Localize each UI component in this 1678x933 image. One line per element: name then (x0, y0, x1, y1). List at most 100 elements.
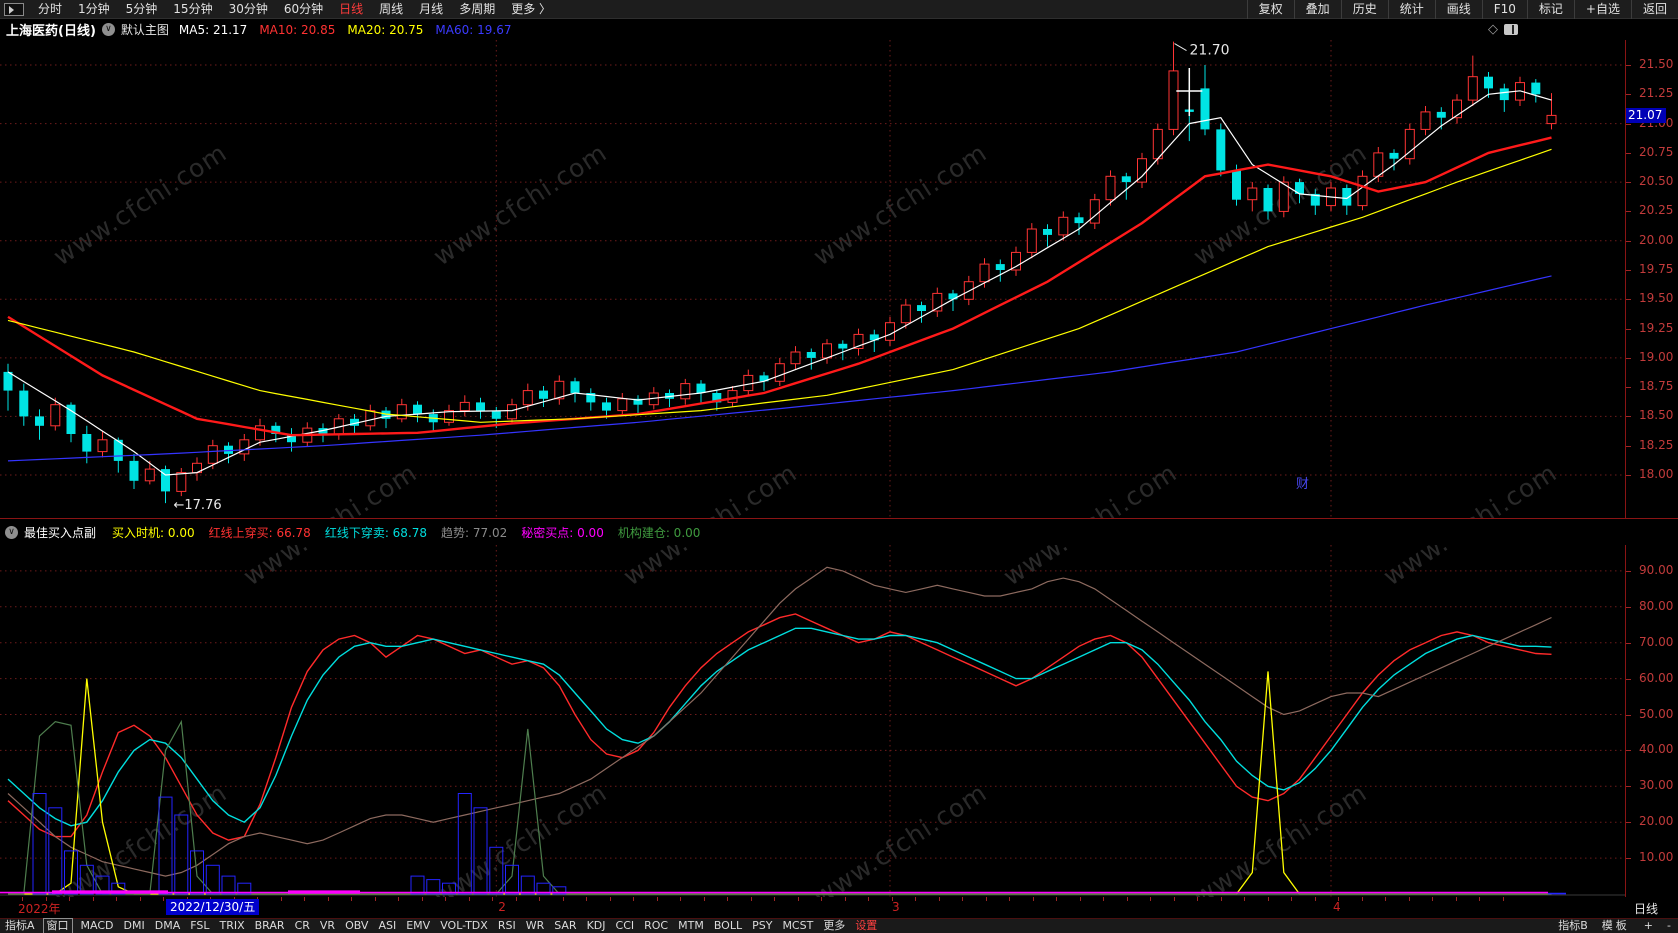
toolbar-button-叠加[interactable]: 叠加 (1293, 0, 1341, 19)
ma-readouts: MA5: 21.17 MA10: 20.85 MA20: 20.75 MA60: 19… (179, 23, 524, 37)
indicator-axis-label: 50.00 (1639, 706, 1674, 721)
price-axis-label: 19.75 (1639, 262, 1674, 276)
price-axis-label: 20.50 (1639, 174, 1674, 189)
indicator-axis-label: 60.00 (1639, 670, 1674, 685)
indicator-tab-ROC[interactable]: ROC (644, 919, 669, 932)
indicator-axis-label: 80.00 (1639, 598, 1674, 613)
toolbar-button-统计[interactable]: 统计 (1387, 0, 1435, 19)
price-axis-label: 18.50 (1639, 408, 1674, 423)
indicator-tab-CCI[interactable]: CCI (615, 919, 635, 932)
indicator-tab-DMI[interactable]: DMI (123, 919, 145, 932)
split-window-icon[interactable] (1504, 24, 1518, 35)
month-tick-4: 4 (1333, 900, 1341, 914)
month-tick-3: 3 (892, 900, 900, 914)
indicator-tab-WR[interactable]: WR (525, 919, 545, 932)
date-axis-row[interactable]: 2022年 2022/12/30/五 2 3 4 日线 (0, 897, 1678, 918)
chevron-down-icon[interactable]: ∨ (101, 23, 115, 36)
indicator-field-机构建仓: 机构建仓: 0.00 (617, 525, 701, 540)
toolbar-button-+自选[interactable]: +自选 (1573, 0, 1631, 19)
indicator-axis-label: 10.00 (1639, 850, 1674, 865)
indicator-tab-MCST[interactable]: MCST (782, 919, 814, 932)
top-toolbar: 分时 1分钟 5分钟 15分钟 30分钟 60分钟 日线 周线 月线 多周期 更多 〉 复权 叠加 历史… (0, 0, 1678, 19)
indicator-tab-EMV[interactable]: EMV (406, 919, 431, 932)
chevron-down-icon[interactable]: ∨ (5, 525, 18, 539)
svg-text:←17.76: ←17.76 (174, 498, 222, 513)
toolbar-button-画线[interactable]: 画线 (1434, 0, 1482, 19)
period-tab-周线[interactable]: 周线 (379, 1, 404, 16)
price-axis-label: 18.25 (1639, 437, 1674, 452)
period-tab-30分钟[interactable]: 30分钟 (228, 1, 268, 16)
indicator-tab-MACD[interactable]: MACD (80, 919, 114, 932)
year-label: 2022年 (18, 902, 61, 916)
bottom-right-模板[interactable]: 模板 (1601, 919, 1630, 932)
svg-text:财: 财 (1296, 477, 1309, 492)
period-tabs: 分时 1分钟 5分钟 15分钟 30分钟 60分钟 日线 周线 月线 多周期 更多 〉 (30, 0, 559, 19)
price-axis-label: 21.25 (1639, 86, 1674, 101)
bottom-toolbar: 指标A 窗口 MACD DMI DMA FSL TRIX BRAR CR VR OBV ASI EMV V… (0, 918, 1678, 933)
indicator-tab-KDJ[interactable]: KDJ (586, 919, 606, 932)
period-tab-多周期[interactable]: 多周期 (459, 1, 496, 16)
bottom-right-+[interactable]: + (1643, 919, 1654, 932)
indicator-field-红线下穿卖: 红线下穿卖: 68.78 (324, 525, 428, 540)
indicator-tab-设置[interactable]: 设置 (855, 919, 878, 932)
bottom-right-指标B[interactable]: 指标B (1558, 919, 1588, 932)
indicator-tab-OBV[interactable]: OBV (345, 919, 369, 932)
indicator-name[interactable]: 最佳买入点副 (24, 525, 97, 540)
indicator-tab-BRAR[interactable]: BRAR (254, 919, 285, 932)
indicator-chart[interactable] (0, 545, 1625, 897)
period-tab-5分钟[interactable]: 5分钟 (125, 1, 158, 16)
bottom-right--[interactable]: - (1667, 919, 1671, 932)
price-axis-label: 21.50 (1639, 57, 1674, 71)
symbol-title: 上海医药(日线) (6, 24, 96, 39)
price-axis-label: 18.75 (1639, 379, 1674, 394)
indicator-tab-窗口[interactable]: 窗口 (42, 918, 73, 933)
price-axis-label: 19.50 (1639, 291, 1674, 306)
indicator-readouts: 买入时机: 0.00 红线上穿买: 66.78 红线下穿卖: 68.78 趋势: 77… (112, 524, 714, 541)
main-candlestick-chart[interactable]: 21.70 ←17.76 财 (0, 40, 1625, 518)
more-periods-button[interactable]: 更多 〉 (511, 1, 552, 16)
indicator-tab-PSY[interactable]: PSY (752, 919, 773, 932)
period-tab-1分钟[interactable]: 1分钟 (78, 1, 110, 16)
diamond-icon[interactable]: ◇ (1488, 22, 1498, 37)
toolbar-right-buttons: 复权 叠加 历史 统计 画线 F10 标记 +自选 返回 (1246, 0, 1678, 19)
period-tab-日线[interactable]: 日线 (339, 1, 364, 16)
price-axis-label: 20.75 (1639, 144, 1674, 159)
indicator-tab-DMA[interactable]: DMA (154, 919, 181, 932)
toolbar-button-复权[interactable]: 复权 (1246, 0, 1294, 19)
period-tab-60分钟[interactable]: 60分钟 (283, 1, 324, 16)
indicator-tab-RSI[interactable]: RSI (497, 919, 516, 932)
indicator-tab-SAR[interactable]: SAR (554, 919, 577, 932)
indicator-tab-指标A[interactable]: 指标A (5, 919, 35, 932)
indicator-field-秘密买点: 秘密买点: 0.00 (521, 525, 604, 540)
price-axis-label: 19.00 (1639, 349, 1674, 364)
indicator-axis-label: 90.00 (1639, 562, 1674, 577)
indicator-tab-VR[interactable]: VR (319, 919, 336, 932)
indicator-tab-CR[interactable]: CR (294, 919, 310, 932)
indicator-tab-BOLL[interactable]: BOLL (713, 919, 743, 932)
main-chart-style-label[interactable]: 默认主图 (120, 23, 169, 37)
indicator-tab-ASI[interactable]: ASI (378, 919, 397, 932)
ma-readout-MA5: MA5: 21.17 (178, 22, 248, 37)
indicator-tab-VOL-TDX[interactable]: VOL-TDX (440, 919, 488, 932)
period-label: 日线 (1634, 902, 1659, 916)
indicator-tab-TRIX[interactable]: TRIX (219, 919, 245, 932)
indicator-tab-FSL[interactable]: FSL (190, 919, 210, 932)
selected-date-box: 2022/12/30/五 (166, 899, 260, 915)
period-tab-15分钟[interactable]: 15分钟 (173, 1, 213, 16)
app-menu-icon[interactable] (4, 2, 24, 16)
indicator-axis-label: 30.00 (1639, 778, 1674, 793)
indicator-axis: 90.00 80.00 70.00 60.00 50.00 40.00 30.00 20.00… (1626, 545, 1678, 897)
indicator-axis-label: 20.00 (1639, 814, 1674, 829)
toolbar-button-标记[interactable]: 标记 (1526, 0, 1574, 19)
period-tab-分时[interactable]: 分时 (38, 1, 63, 16)
toolbar-button-返回[interactable]: 返回 (1630, 0, 1678, 19)
toolbar-button-历史[interactable]: 历史 (1340, 0, 1388, 19)
indicator-tab-MTM[interactable]: MTM (678, 919, 704, 932)
toolbar-button-F10[interactable]: F10 (1481, 0, 1527, 19)
period-tab-月线[interactable]: 月线 (419, 1, 444, 16)
indicator-tab-更多[interactable]: 更多 (823, 919, 846, 932)
last-price-tag: 21.07 (1626, 108, 1666, 124)
price-axis-label: 20.00 (1639, 232, 1674, 247)
price-axis-label: 19.25 (1639, 320, 1674, 335)
